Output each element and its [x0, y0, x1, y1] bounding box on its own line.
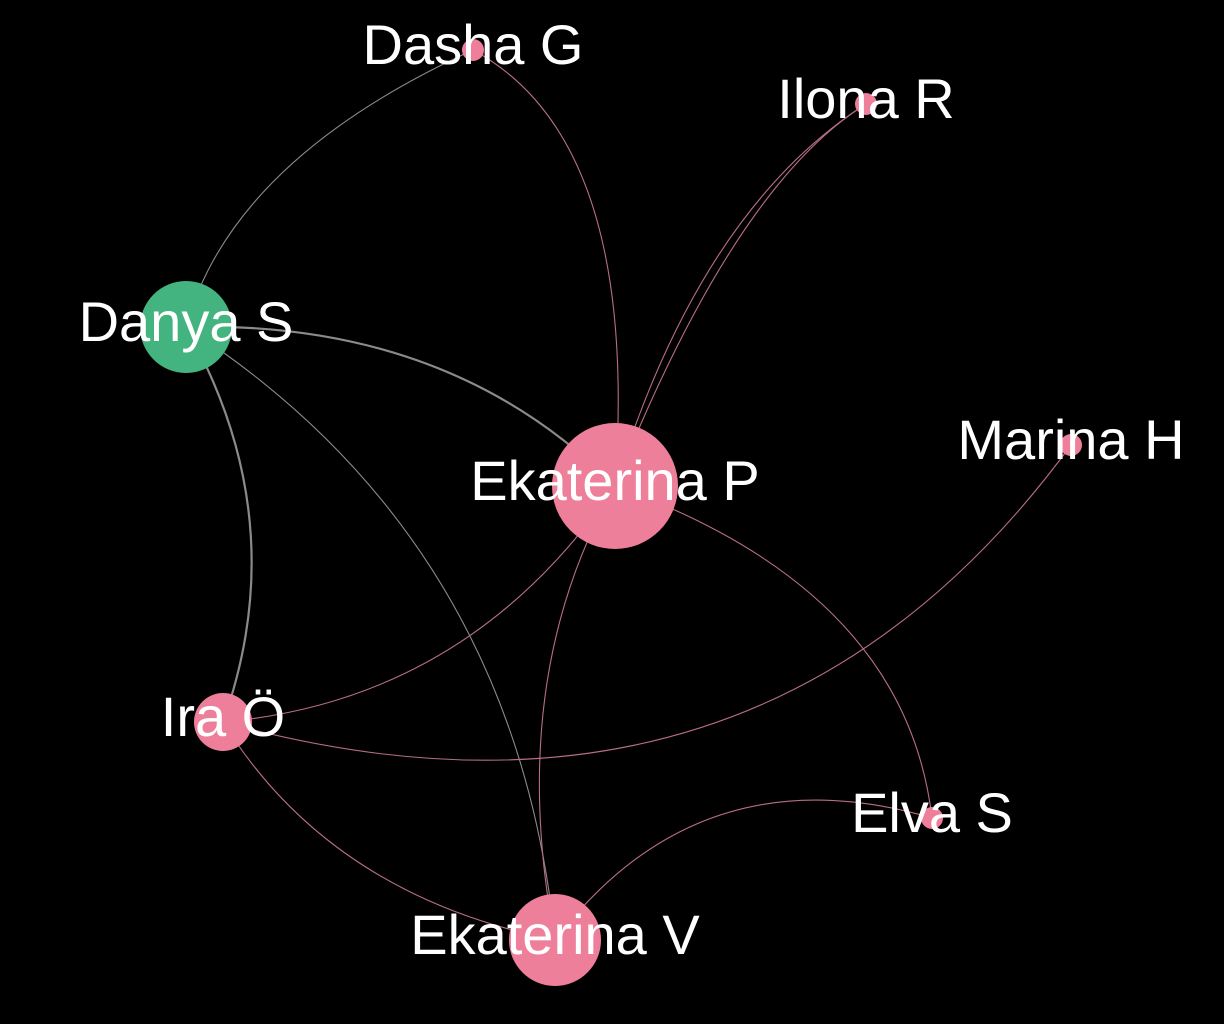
node-label-elva: Elva S: [851, 781, 1013, 844]
edge-marina-ira: [222, 444, 1072, 761]
label-layer: Dasha G Ilona R Danya S Marina H Ekaterina P…: [79, 13, 1185, 966]
edge-dasha-ekp: [472, 49, 619, 487]
edge-ilona-ekp: [614, 103, 867, 487]
node-danya[interactable]: [140, 281, 232, 373]
node-label-dasha: Dasha G: [363, 13, 584, 76]
edge-danya-dasha: [185, 49, 474, 328]
node-label-ekv: Ekaterina V: [410, 903, 700, 966]
edge-ekp-ira: [222, 485, 616, 723]
edge-layer: [185, 49, 1072, 941]
node-label-ilona: Ilona R: [777, 67, 954, 130]
node-ilona[interactable]: [855, 93, 877, 115]
node-label-marina: Marina H: [957, 408, 1184, 471]
node-ira[interactable]: [194, 693, 252, 751]
edge-danya-ekv: [185, 326, 556, 941]
edge-danya-ira: [185, 326, 253, 723]
edge-ilona-ekp: [614, 103, 867, 487]
node-label-ira: Ira Ö: [161, 685, 285, 748]
node-dasha[interactable]: [462, 39, 484, 61]
edge-ekp-elva: [614, 485, 933, 819]
edge-ekp-ekv: [538, 485, 616, 941]
node-ekp[interactable]: [552, 423, 678, 549]
edge-elva-ekv: [554, 799, 933, 941]
node-label-danya: Danya S: [79, 290, 294, 353]
node-label-ekp: Ekaterina P: [470, 449, 760, 512]
edge-danya-ekp: [185, 325, 616, 487]
node-ekv[interactable]: [509, 894, 601, 986]
edge-ira-ekv: [222, 721, 556, 941]
node-layer: [140, 39, 1082, 986]
node-elva[interactable]: [921, 807, 943, 829]
node-marina[interactable]: [1060, 434, 1082, 456]
